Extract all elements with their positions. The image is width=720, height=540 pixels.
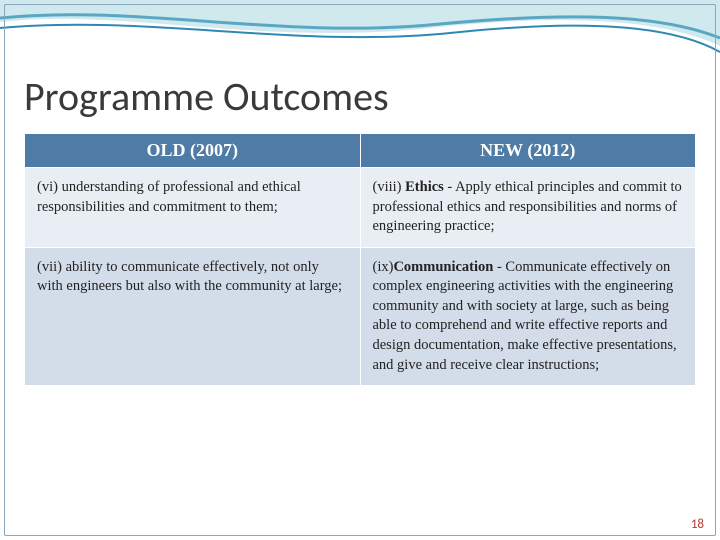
table-row: (vii) ability to communicate effectively… bbox=[25, 247, 696, 385]
page-number: 18 bbox=[691, 517, 704, 532]
cell-new-1: (ix)Communication - Communicate effectiv… bbox=[360, 247, 696, 385]
header-new: NEW (2012) bbox=[360, 134, 696, 168]
table-row: (vi) understanding of professional and e… bbox=[25, 168, 696, 248]
slide-content: Programme Outcomes OLD (2007) NEW (2012)… bbox=[0, 0, 720, 406]
cell-old-0: (vi) understanding of professional and e… bbox=[25, 168, 361, 248]
cell-new-0: (viii) Ethics - Apply ethical principles… bbox=[360, 168, 696, 248]
cell-old-1: (vii) ability to communicate effectively… bbox=[25, 247, 361, 385]
table-header-row: OLD (2007) NEW (2012) bbox=[25, 134, 696, 168]
outcomes-table: OLD (2007) NEW (2012) (vi) understanding… bbox=[24, 133, 696, 386]
header-old: OLD (2007) bbox=[25, 134, 361, 168]
slide-title: Programme Outcomes bbox=[24, 72, 696, 121]
